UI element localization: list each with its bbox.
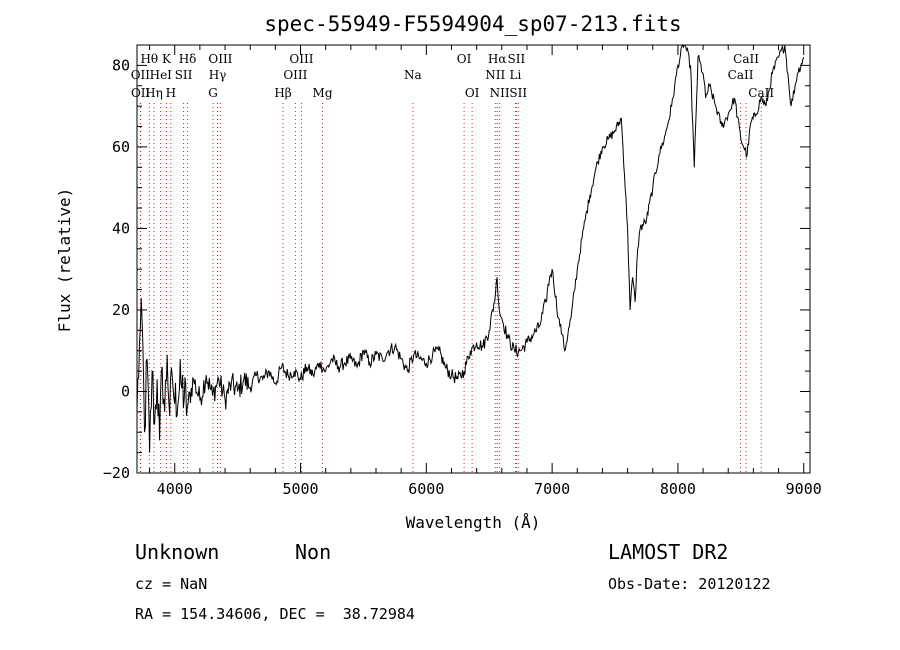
y-tick-label: 80 xyxy=(112,56,130,74)
x-axis-label: Wavelength (Å) xyxy=(406,513,541,532)
obs-date: Obs-Date: 20120122 xyxy=(608,575,771,593)
marker-label: Hδ xyxy=(179,52,197,66)
marker-label: Na xyxy=(404,68,422,82)
y-tick-label: 60 xyxy=(112,138,130,156)
marker-label: SII xyxy=(175,68,193,82)
marker-label: OIII xyxy=(289,52,313,66)
redshift-cz: cz = NaN xyxy=(135,575,208,593)
marker-label: NII xyxy=(490,86,510,100)
plot-frame xyxy=(136,44,811,474)
marker-label: Hα xyxy=(488,52,507,66)
object-subclass: Non xyxy=(295,540,332,564)
series-layer xyxy=(136,43,805,453)
x-tick-label: 8000 xyxy=(660,480,696,498)
y-tick-label: 0 xyxy=(121,382,130,400)
marker-label: NII xyxy=(485,68,505,82)
survey-name: LAMOST DR2 xyxy=(608,540,729,564)
axes: 4000 5000 6000 7000 8000 9000 −20 0 20 40 60 80 xyxy=(103,44,822,498)
marker-label: OI xyxy=(457,52,472,66)
marker-label: OI xyxy=(465,86,480,100)
spectrum-line xyxy=(136,43,805,453)
marker-label: CaII xyxy=(733,52,759,66)
object-class: Unknown xyxy=(135,540,220,564)
x-tick-label: 6000 xyxy=(408,480,444,498)
y-tick-label: −20 xyxy=(103,464,130,482)
marker-label: OIII xyxy=(283,68,307,82)
marker-label: K xyxy=(162,52,172,66)
marker-label: SII xyxy=(508,52,526,66)
marker-label: OII xyxy=(131,86,151,100)
marker-label: OII xyxy=(131,68,151,82)
marker-label: Hθ xyxy=(140,52,158,66)
marker-label: SII xyxy=(509,86,527,100)
marker-label: Hβ xyxy=(274,86,291,100)
marker-label: OIII xyxy=(208,52,232,66)
marker-label: G xyxy=(208,86,218,100)
x-tick-label: 7000 xyxy=(534,480,570,498)
y-axis-label: Flux (relative) xyxy=(55,188,74,333)
marker-label: Li xyxy=(509,68,521,82)
x-tick-label: 4000 xyxy=(157,480,193,498)
marker-label: HeI xyxy=(150,68,173,82)
x-tick-label: 9000 xyxy=(786,480,822,498)
marker-label: Hη xyxy=(145,86,163,100)
marker-label: Hγ xyxy=(209,68,227,82)
coordinates: RA = 154.34606, DEC = 38.72984 xyxy=(135,605,415,623)
marker-label: H xyxy=(166,86,176,100)
chart-title: spec-55949-F5594904_sp07-213.fits xyxy=(264,12,681,36)
marker-label: CaII xyxy=(728,68,754,82)
x-tick-label: 5000 xyxy=(282,480,318,498)
marker-label: Mg xyxy=(313,86,333,100)
y-tick-label: 40 xyxy=(112,219,130,237)
y-tick-label: 20 xyxy=(112,301,130,319)
